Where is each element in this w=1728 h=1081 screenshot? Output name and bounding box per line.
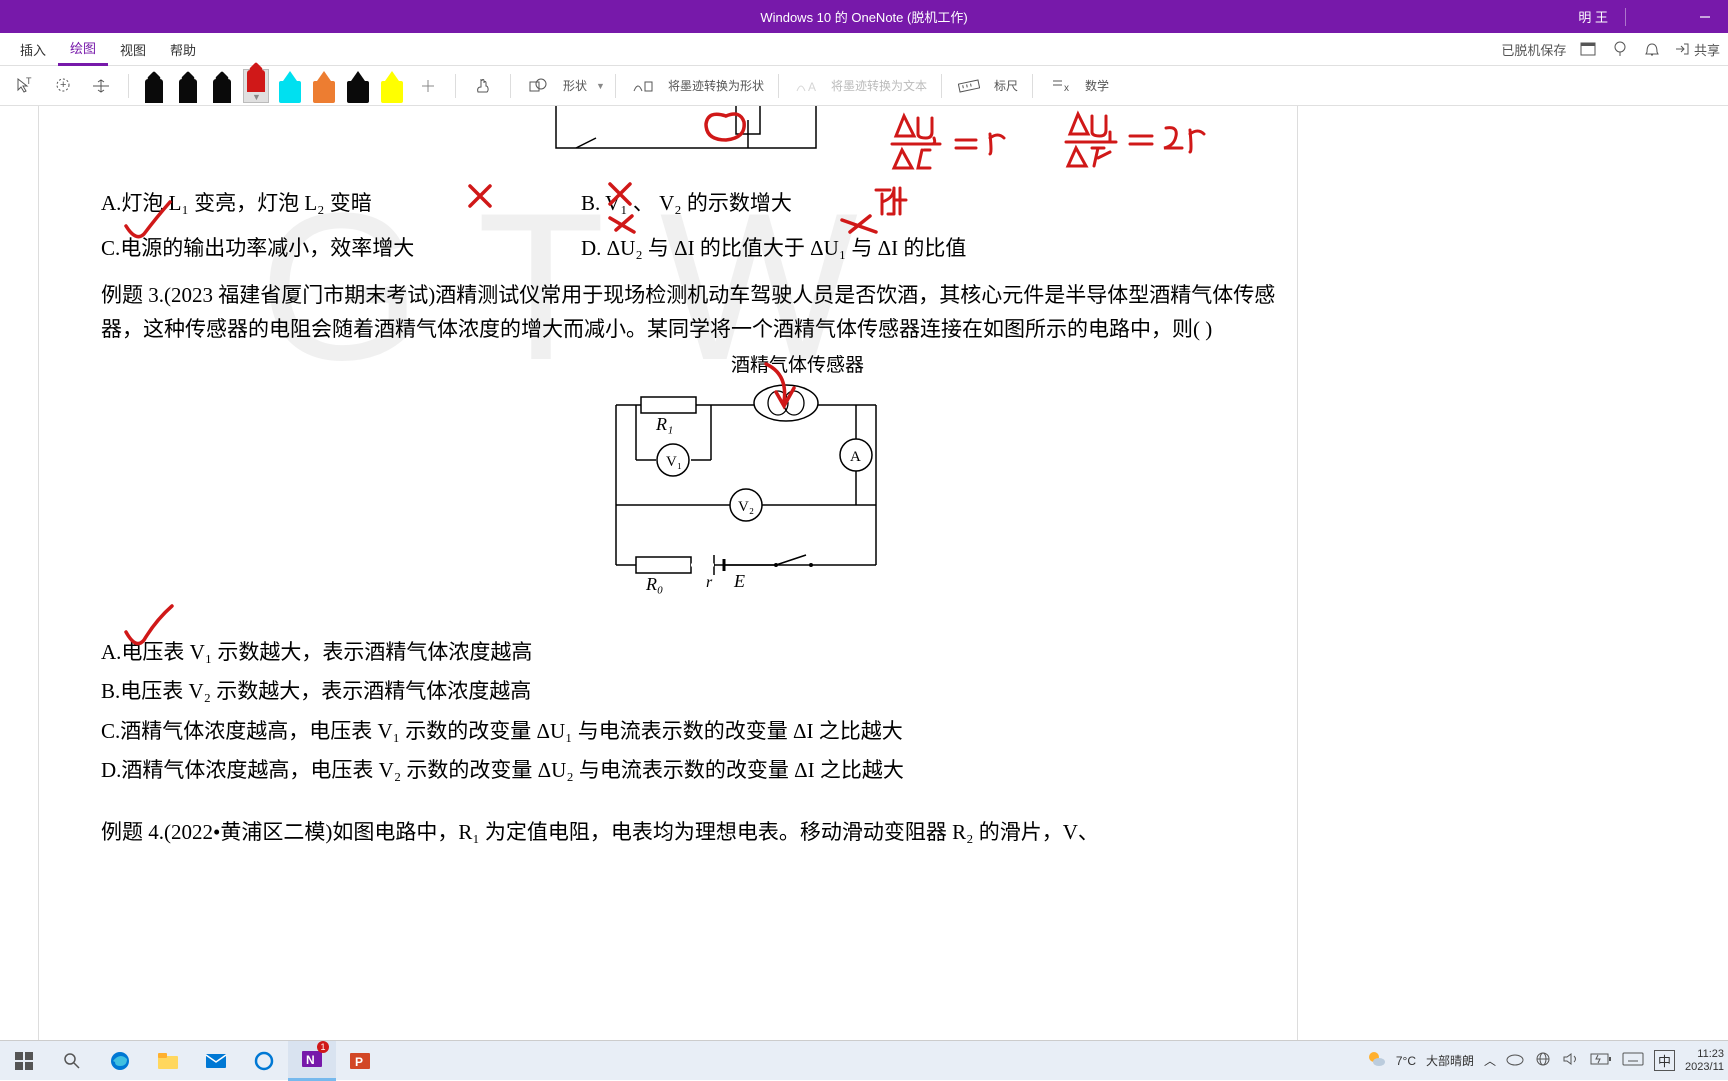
- onenote-icon[interactable]: N1: [288, 1041, 336, 1081]
- pen-red[interactable]: ▼: [243, 69, 269, 103]
- math-icon[interactable]: x: [1043, 69, 1077, 103]
- weather-cond: 大部晴朗: [1426, 1052, 1474, 1069]
- title-bar: Windows 10 的 OneNote (脱机工作) 明 王: [0, 0, 1728, 33]
- note-canvas[interactable]: G T W R₀ A.灯泡 L₁ 变亮，灯泡 L₂ 变暗 B. V₁ 、 V₂ …: [0, 106, 1728, 1080]
- q3-option-b: B.电压表 V₂ 示数越大，表示酒精气体浓度越高: [101, 675, 1291, 709]
- window-title: Windows 10 的 OneNote (脱机工作): [760, 7, 967, 26]
- pen-black-1[interactable]: [141, 69, 167, 103]
- ink-to-shape-icon[interactable]: [626, 69, 660, 103]
- svg-text:A: A: [808, 80, 816, 94]
- user-name[interactable]: 明 王: [1578, 7, 1608, 26]
- note-page: G T W R₀ A.灯泡 L₁ 变亮，灯泡 L₂ 变暗 B. V₁ 、 V₂ …: [38, 106, 1298, 1080]
- question-4: 例题 4.(2022•黄浦区二模)如图电路中，R₁ 为定值电阻，电表均为理想电表…: [101, 816, 1291, 850]
- svg-text:x: x: [1064, 83, 1069, 94]
- share-label: 共享: [1694, 40, 1720, 59]
- weather-temp: 7°C: [1396, 1054, 1416, 1068]
- edge-icon[interactable]: [96, 1041, 144, 1081]
- lasso-tool[interactable]: +: [46, 69, 80, 103]
- circuit-top: R₀: [101, 106, 1291, 173]
- window-buttons: [1682, 0, 1728, 33]
- onedrive-icon[interactable]: [1506, 1052, 1524, 1069]
- svg-text:P: P: [355, 1055, 363, 1069]
- question-3: 例题 3.(2023 福建省厦门市期末考试)酒精测试仪常用于现场检测机动车驾驶人…: [101, 278, 1291, 347]
- powerpoint-icon[interactable]: P: [336, 1041, 384, 1081]
- share-icon[interactable]: 共享: [1674, 39, 1720, 59]
- clock-date: 2023/11: [1685, 1061, 1724, 1073]
- fullscreen-icon[interactable]: [1578, 39, 1598, 59]
- svg-text:V₂: V₂: [738, 499, 754, 515]
- shapes-label[interactable]: 形状: [563, 77, 587, 94]
- ink-to-shape-label[interactable]: 将墨迹转换为形状: [668, 77, 764, 94]
- touch-draw-tool[interactable]: [466, 69, 500, 103]
- mail-icon[interactable]: [192, 1041, 240, 1081]
- draw-toolbar: T + ▼ 形状▼ 将墨迹转换为形状 A 将墨迹转换为文本 标尺 x 数学: [0, 66, 1728, 106]
- option-c: C.电源的输出功率减小，效率增大: [101, 232, 581, 266]
- taskbar[interactable]: N1 P 7°C 大部晴朗 ︿ 中 11:23 2023/11: [0, 1040, 1728, 1080]
- svg-text:V₁: V₁: [666, 454, 682, 470]
- tab-help[interactable]: 帮助: [158, 33, 208, 66]
- math-label[interactable]: 数学: [1085, 77, 1109, 94]
- pen-black-2[interactable]: [175, 69, 201, 103]
- tab-insert[interactable]: 插入: [8, 33, 58, 66]
- svg-text:N: N: [306, 1053, 315, 1067]
- ruler-label[interactable]: 标尺: [994, 77, 1018, 94]
- sensor-label: 酒精气体传感器: [731, 355, 864, 376]
- insert-space-tool[interactable]: [84, 69, 118, 103]
- q3-option-d: D.酒精气体浓度越高，电压表 V₂ 示数的改变量 ΔU₂ 与电流表示数的改变量 …: [101, 754, 1291, 788]
- tab-draw[interactable]: 绘图: [58, 33, 108, 66]
- svg-text:r: r: [706, 574, 713, 591]
- highlighter-black[interactable]: [343, 69, 373, 103]
- tray-chevron-icon[interactable]: ︿: [1484, 1052, 1496, 1069]
- option-a: A.灯泡 L₁ 变亮，灯泡 L₂ 变暗: [101, 187, 581, 221]
- tab-view[interactable]: 视图: [108, 33, 158, 66]
- highlighter-cyan[interactable]: [275, 69, 305, 103]
- bell-icon[interactable]: [1642, 39, 1662, 59]
- svg-text:A: A: [850, 449, 861, 465]
- ink-to-text-icon[interactable]: A: [789, 69, 823, 103]
- sound-icon[interactable]: [1562, 1051, 1580, 1070]
- add-pen-button[interactable]: [411, 69, 445, 103]
- shapes-icon[interactable]: [521, 69, 555, 103]
- minimize-button[interactable]: [1682, 0, 1728, 33]
- battery-icon[interactable]: [1590, 1053, 1612, 1068]
- offline-status: 已脱机保存: [1501, 40, 1566, 59]
- svg-text:T: T: [26, 76, 32, 86]
- highlighter-yellow[interactable]: [377, 69, 407, 103]
- ruler-icon[interactable]: [952, 69, 986, 103]
- search-button[interactable]: [48, 1041, 96, 1081]
- titlebar-divider: [1625, 8, 1626, 26]
- clock[interactable]: 11:23 2023/11: [1685, 1048, 1724, 1072]
- option-b: B. V₁ 、 V₂ 的示数增大: [581, 187, 792, 221]
- svg-text:R₁: R₁: [655, 414, 673, 434]
- explorer-icon[interactable]: [144, 1041, 192, 1081]
- keyboard-icon[interactable]: [1622, 1052, 1644, 1069]
- q3-option-a: A.电压表 V₁ 示数越大，表示酒精气体浓度越高: [101, 636, 1291, 670]
- option-d: D. ΔU₂ 与 ΔI 的比值大于 ΔU₁ 与 ΔI 的比值: [581, 232, 966, 266]
- start-button[interactable]: [0, 1041, 48, 1081]
- system-tray[interactable]: 7°C 大部晴朗 ︿ 中 11:23 2023/11: [1366, 1048, 1728, 1072]
- clock-time: 11:23: [1685, 1048, 1724, 1060]
- ime-indicator[interactable]: 中: [1654, 1050, 1675, 1071]
- network-icon[interactable]: [1534, 1051, 1552, 1070]
- q3-option-c: C.酒精气体浓度越高，电压表 V₁ 示数的改变量 ΔU₁ 与电流表示数的改变量 …: [101, 715, 1291, 749]
- text-select-tool[interactable]: T: [8, 69, 42, 103]
- svg-text:R₀: R₀: [645, 574, 663, 594]
- highlighter-orange[interactable]: [309, 69, 339, 103]
- circuit-main: 酒精气体传感器 R₁: [101, 355, 1291, 616]
- weather-icon[interactable]: [1366, 1049, 1386, 1072]
- ink-to-text-label: 将墨迹转换为文本: [831, 77, 927, 94]
- pen-black-3[interactable]: [209, 69, 235, 103]
- svg-text:E: E: [733, 571, 745, 591]
- cortana-icon[interactable]: [240, 1041, 288, 1081]
- menu-bar: 插入 绘图 视图 帮助 已脱机保存 共享: [0, 33, 1728, 66]
- svg-text:+: +: [60, 79, 66, 91]
- tip-icon[interactable]: [1610, 39, 1630, 59]
